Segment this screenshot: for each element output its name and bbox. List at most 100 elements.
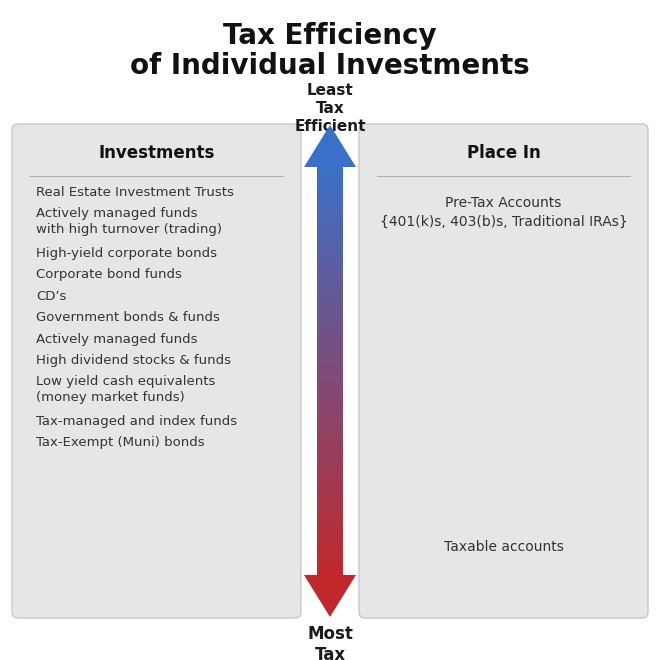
Text: CD’s: CD’s bbox=[36, 290, 67, 302]
Bar bbox=[317, 523, 343, 525]
Bar bbox=[317, 362, 343, 364]
Bar bbox=[317, 543, 343, 545]
Bar bbox=[317, 412, 343, 414]
Bar bbox=[317, 381, 343, 383]
Bar bbox=[317, 209, 343, 211]
Bar bbox=[317, 372, 343, 375]
Bar bbox=[317, 418, 343, 420]
Bar bbox=[317, 387, 343, 390]
Bar bbox=[317, 573, 343, 576]
Bar bbox=[317, 390, 343, 393]
Bar bbox=[317, 286, 343, 289]
Bar bbox=[317, 459, 343, 461]
Bar bbox=[317, 404, 343, 407]
Bar bbox=[317, 185, 343, 188]
Bar bbox=[317, 382, 343, 385]
Bar bbox=[317, 321, 343, 323]
Bar bbox=[317, 202, 343, 205]
Bar bbox=[317, 449, 343, 451]
Bar bbox=[317, 254, 343, 256]
Bar bbox=[317, 502, 343, 504]
Bar bbox=[317, 341, 343, 343]
Bar bbox=[317, 389, 343, 391]
Bar bbox=[317, 255, 343, 257]
Bar bbox=[317, 528, 343, 531]
Bar bbox=[317, 440, 343, 442]
Bar bbox=[317, 444, 343, 446]
Bar bbox=[317, 415, 343, 417]
Bar bbox=[317, 554, 343, 556]
Bar bbox=[317, 253, 343, 255]
Bar bbox=[317, 491, 343, 494]
Bar bbox=[317, 461, 343, 463]
Bar bbox=[317, 374, 343, 376]
Bar bbox=[317, 266, 343, 269]
Bar bbox=[317, 289, 343, 292]
Bar bbox=[317, 377, 343, 379]
Bar bbox=[317, 246, 343, 248]
Bar bbox=[317, 346, 343, 349]
Bar bbox=[317, 400, 343, 402]
Text: Tax-Exempt (Muni) bonds: Tax-Exempt (Muni) bonds bbox=[36, 436, 205, 449]
Bar bbox=[317, 197, 343, 199]
Bar bbox=[317, 234, 343, 236]
Bar bbox=[317, 273, 343, 275]
Bar bbox=[317, 279, 343, 280]
Bar bbox=[317, 437, 343, 439]
Bar bbox=[317, 248, 343, 251]
Bar bbox=[317, 225, 343, 228]
Bar bbox=[317, 343, 343, 345]
Bar bbox=[317, 513, 343, 515]
Bar bbox=[317, 359, 343, 361]
Bar bbox=[317, 333, 343, 335]
Text: Government bonds & funds: Government bonds & funds bbox=[36, 311, 220, 324]
Bar bbox=[317, 428, 343, 431]
Text: Taxable accounts: Taxable accounts bbox=[444, 540, 564, 554]
Bar bbox=[317, 310, 343, 312]
Bar bbox=[317, 422, 343, 424]
Bar bbox=[317, 315, 343, 317]
Bar bbox=[317, 294, 343, 296]
Bar bbox=[317, 451, 343, 454]
Bar bbox=[317, 520, 343, 522]
Bar bbox=[317, 330, 343, 333]
Bar bbox=[317, 453, 343, 455]
Bar bbox=[317, 494, 343, 496]
Bar bbox=[317, 473, 343, 476]
Bar bbox=[317, 379, 343, 381]
Bar bbox=[317, 226, 343, 229]
Bar bbox=[317, 331, 343, 334]
Bar bbox=[317, 478, 343, 480]
Bar bbox=[317, 465, 343, 468]
Bar bbox=[317, 270, 343, 273]
Bar bbox=[317, 409, 343, 412]
Bar bbox=[317, 277, 343, 279]
Bar bbox=[317, 386, 343, 389]
Bar bbox=[317, 517, 343, 519]
Bar bbox=[317, 290, 343, 293]
Bar bbox=[317, 292, 343, 294]
Bar bbox=[317, 337, 343, 339]
Bar bbox=[317, 366, 343, 368]
Text: Tax-managed and index funds: Tax-managed and index funds bbox=[36, 414, 237, 428]
Bar bbox=[317, 229, 343, 232]
Bar bbox=[317, 512, 343, 514]
Text: Place In: Place In bbox=[467, 144, 541, 162]
Bar bbox=[317, 431, 343, 434]
Bar bbox=[317, 434, 343, 436]
Bar bbox=[317, 344, 343, 346]
Bar bbox=[317, 505, 343, 508]
Bar bbox=[317, 304, 343, 307]
Bar bbox=[317, 471, 343, 473]
Bar bbox=[317, 169, 343, 172]
Bar bbox=[317, 371, 343, 374]
Bar bbox=[317, 348, 343, 350]
Bar bbox=[317, 405, 343, 408]
Bar bbox=[317, 317, 343, 319]
Bar bbox=[317, 419, 343, 421]
Bar bbox=[317, 385, 343, 387]
Bar bbox=[317, 352, 343, 354]
Bar bbox=[317, 295, 343, 297]
Bar bbox=[317, 423, 343, 426]
Bar bbox=[317, 487, 343, 490]
